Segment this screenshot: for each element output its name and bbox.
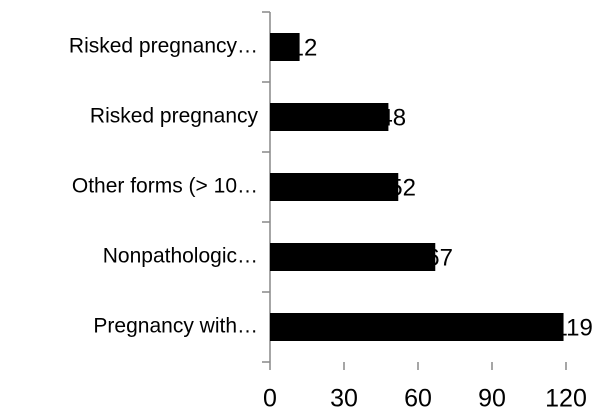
y-tick-label: Nonpathologic…	[103, 245, 258, 268]
x-tick-label: 90	[478, 385, 506, 413]
y-tick-label: Other forms (> 10…	[72, 175, 258, 198]
x-tick-label: 0	[263, 385, 277, 413]
bar	[270, 243, 436, 271]
x-tick-label: 60	[404, 385, 432, 413]
y-tick-label: Risked pregnancy…	[69, 35, 258, 58]
y-tick-label: Risked pregnancy	[90, 105, 259, 128]
bar	[270, 173, 399, 201]
x-tick-label: 120	[545, 385, 587, 413]
bar	[270, 103, 389, 131]
bar	[270, 313, 564, 341]
y-tick-label: Pregnancy with…	[93, 315, 258, 338]
x-tick-label: 30	[330, 385, 358, 413]
bar	[270, 33, 300, 61]
